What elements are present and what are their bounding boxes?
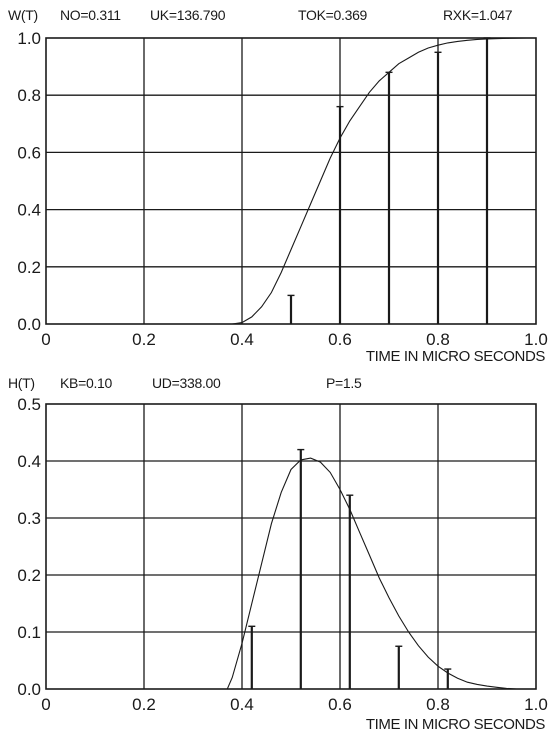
chart-h-param-0: KB=0.10: [60, 375, 113, 391]
chart-h-ytick-label: 0.0: [17, 680, 41, 699]
chart-w-grid: [46, 38, 536, 324]
chart-w-param-3: RXK=1.047: [443, 7, 513, 23]
chart-w-ytick-label: 0.2: [17, 258, 41, 277]
chart-w-xticks: 0 0.2 0.4 0.6 0.8 1.0: [41, 330, 548, 349]
chart-h-param-2: P=1.5: [326, 375, 362, 391]
chart-h-ytick-label: 0.5: [17, 395, 41, 414]
chart-w-ylabel: W(T): [8, 7, 38, 23]
chart-h-ytick-label: 0.1: [17, 623, 41, 642]
chart-w-xlabel: TIME IN MICRO SECONDS: [366, 348, 546, 365]
chart-w-frame: [45, 37, 537, 325]
chart-w-xtick-label: 1.0: [524, 330, 548, 349]
chart-h-frame: [45, 403, 537, 690]
chart-h-ylabel: H(T): [8, 375, 35, 391]
chart-w-ytick-label: 0.6: [17, 143, 41, 162]
chart-h-xtick-label: 0: [41, 695, 50, 714]
chart-w-yticks: 0.0 0.2 0.4 0.6 0.8 1.0: [17, 29, 41, 334]
chart-h-xticks: 0 0.2 0.4 0.6 0.8 1.0: [41, 695, 548, 714]
chart-h-grid: [46, 404, 536, 689]
chart-w-xtick-label: 0.4: [230, 330, 254, 349]
chart-w: W(T) NO=0.311 UK=136.790 TOK=0.369 RXK=1…: [8, 7, 548, 365]
chart-w-bars: [287, 37, 491, 324]
chart-h-param-1: UD=338.00: [152, 375, 221, 391]
chart-h-xtick-label: 1.0: [524, 695, 548, 714]
chart-w-curve: [46, 37, 536, 325]
chart-w-ytick-label: 1.0: [17, 29, 41, 48]
chart-h-yticks: 0.0 0.1 0.2 0.3 0.4 0.5: [17, 395, 41, 699]
chart-h-xlabel: TIME IN MICRO SECONDS: [366, 716, 546, 733]
chart-w-xtick-label: 0.2: [132, 330, 156, 349]
chart-h-xtick-label: 0.8: [426, 695, 450, 714]
chart-w-xtick-label: 0: [41, 330, 50, 349]
chart-h-ytick-label: 0.3: [17, 509, 41, 528]
chart-w-param-1: UK=136.790: [150, 7, 226, 23]
chart-w-param-2: TOK=0.369: [298, 7, 368, 23]
chart-w-param-0: NO=0.311: [60, 7, 121, 23]
chart-w-ytick-label: 0.8: [17, 86, 41, 105]
chart-h-ytick-label: 0.2: [17, 566, 41, 585]
chart-h-ytick-label: 0.4: [17, 452, 41, 471]
chart-w-ytick-label: 0.0: [17, 315, 41, 334]
chart-w-xtick-label: 0.6: [328, 330, 352, 349]
chart-h-xtick-label: 0.2: [132, 695, 156, 714]
chart-h-xtick-label: 0.6: [328, 695, 352, 714]
chart-h-curve: [46, 457, 536, 690]
chart-h-bars: [248, 448, 452, 689]
chart-h-xtick-label: 0.4: [230, 695, 254, 714]
chart-h: H(T) KB=0.10 UD=338.00 P=1.5 0.00.10.20.…: [8, 375, 548, 733]
chart-w-xtick-label: 0.8: [426, 330, 450, 349]
chart-w-ytick-label: 0.4: [17, 201, 41, 220]
